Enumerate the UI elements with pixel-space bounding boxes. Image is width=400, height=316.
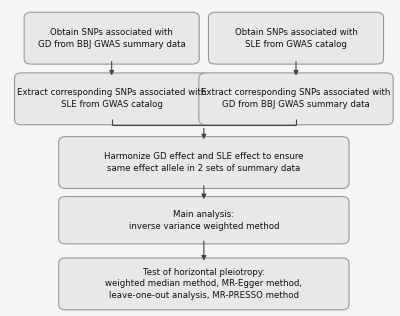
FancyBboxPatch shape: [59, 197, 349, 244]
FancyBboxPatch shape: [14, 73, 209, 125]
Text: Extract corresponding SNPs associated with
GD from BBJ GWAS summary data: Extract corresponding SNPs associated wi…: [201, 88, 391, 109]
Text: Harmonize GD effect and SLE effect to ensure
same effect allele in 2 sets of sum: Harmonize GD effect and SLE effect to en…: [104, 152, 304, 173]
FancyBboxPatch shape: [59, 258, 349, 310]
Text: Test of horizontal pleiotropy:
weighted median method, MR-Egger method,
leave-on: Test of horizontal pleiotropy: weighted …: [105, 268, 302, 300]
Text: Obtain SNPs associated with
GD from BBJ GWAS summary data: Obtain SNPs associated with GD from BBJ …: [38, 28, 186, 49]
Text: Obtain SNPs associated with
SLE from GWAS catalog: Obtain SNPs associated with SLE from GWA…: [234, 28, 358, 49]
Text: Main analysis:
inverse variance weighted method: Main analysis: inverse variance weighted…: [128, 210, 279, 231]
FancyBboxPatch shape: [199, 73, 393, 125]
FancyBboxPatch shape: [208, 12, 384, 64]
FancyBboxPatch shape: [59, 137, 349, 188]
Text: Extract corresponding SNPs associated with
SLE from GWAS catalog: Extract corresponding SNPs associated wi…: [17, 88, 206, 109]
FancyBboxPatch shape: [24, 12, 199, 64]
